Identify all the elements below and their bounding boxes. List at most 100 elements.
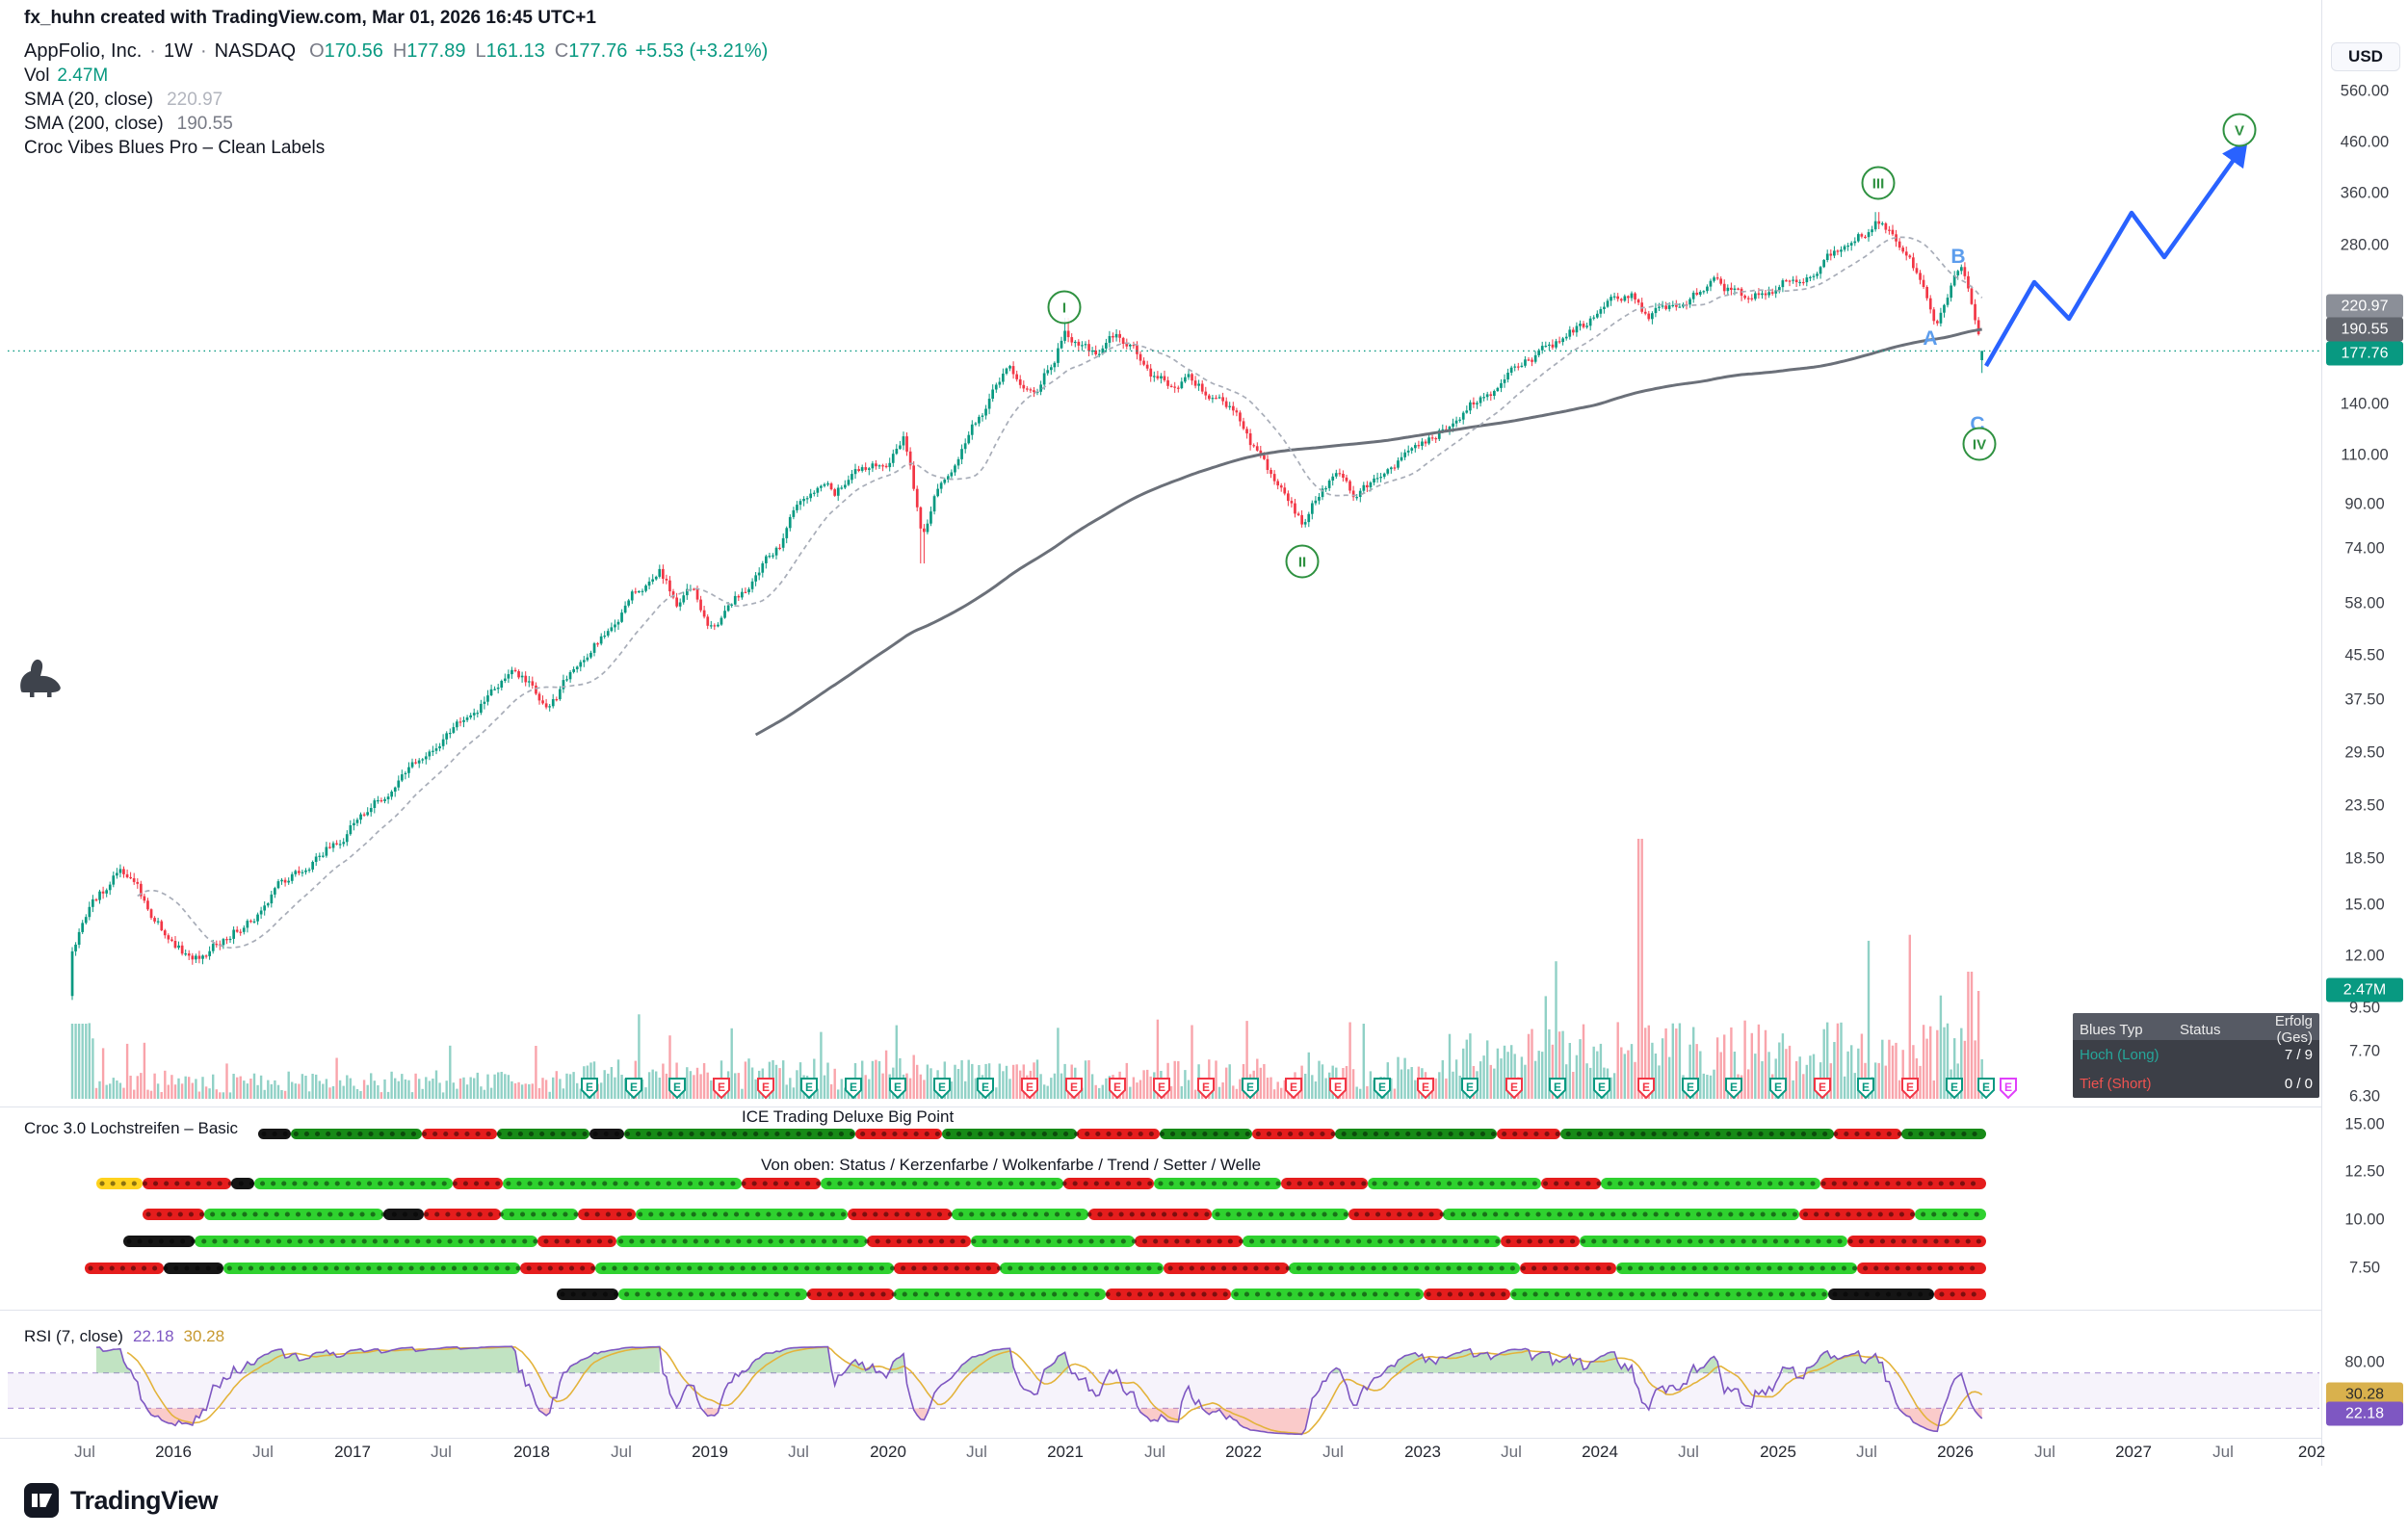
pane-separator[interactable] bbox=[0, 1106, 2321, 1107]
abc-label: A bbox=[1923, 327, 1937, 350]
wave-circle bbox=[2222, 113, 2257, 147]
price-axis-label: 29.50 bbox=[2344, 743, 2385, 762]
axis-separator bbox=[0, 1438, 2321, 1439]
time-axis-label: 2026 bbox=[1937, 1443, 1974, 1461]
volume-legend-row[interactable]: Vol 2.47M bbox=[24, 65, 108, 87]
price-axis-label: 37.50 bbox=[2344, 690, 2385, 709]
rsi-band bbox=[8, 1372, 2319, 1409]
time-axis-label: 2027 bbox=[2115, 1443, 2152, 1461]
sma20-value: 220.97 bbox=[167, 90, 223, 110]
svg-text:E: E bbox=[1598, 1080, 1606, 1094]
earnings-icon bbox=[1065, 1078, 1083, 1100]
price-axis-label: 90.00 bbox=[2344, 495, 2385, 513]
svg-text:E: E bbox=[1819, 1080, 1826, 1094]
earnings-icon bbox=[889, 1078, 906, 1100]
time-axis-label: 2024 bbox=[1582, 1443, 1618, 1461]
sma200-line[interactable] bbox=[754, 327, 1982, 737]
svg-text:E: E bbox=[1202, 1080, 1210, 1094]
svg-text:E: E bbox=[938, 1080, 946, 1094]
price-axis-label: 110.00 bbox=[2341, 446, 2389, 464]
symbol-exchange: NASDAQ bbox=[214, 40, 297, 62]
earnings-icon bbox=[1417, 1078, 1434, 1100]
price-axis-label: 12.50 bbox=[2344, 1162, 2385, 1181]
sma200-label: SMA (200, close) bbox=[24, 114, 164, 134]
svg-text:E: E bbox=[1687, 1080, 1694, 1094]
footer-brand[interactable]: TradingView bbox=[24, 1483, 219, 1518]
svg-text:E: E bbox=[1982, 1080, 1990, 1094]
time-axis-label: Jul bbox=[1322, 1443, 1344, 1461]
earnings-icon bbox=[1946, 1078, 1963, 1100]
time-axis-label: Jul bbox=[788, 1443, 809, 1461]
time-axis-label: 2019 bbox=[692, 1443, 728, 1461]
earnings-icon bbox=[581, 1078, 598, 1100]
wave-circle bbox=[1861, 166, 1896, 200]
svg-text:E: E bbox=[850, 1080, 857, 1094]
time-axis-label: Jul bbox=[2212, 1443, 2234, 1461]
earnings-icon bbox=[1285, 1078, 1302, 1100]
price-axis-label: 280.00 bbox=[2340, 236, 2390, 254]
croc-vibes-label: Croc Vibes Blues Pro – Clean Labels bbox=[24, 138, 326, 158]
croc3-pane-title: Croc 3.0 Lochstreifen – Basic bbox=[24, 1119, 239, 1137]
earnings-icon bbox=[1857, 1078, 1874, 1100]
wave-numeral: I bbox=[1062, 300, 1066, 317]
earnings-icon bbox=[1153, 1078, 1170, 1100]
earnings-icon bbox=[1329, 1078, 1347, 1100]
sma20-line[interactable] bbox=[137, 236, 1983, 950]
sma20-legend-row[interactable]: SMA (20, close) 220.97 bbox=[24, 90, 222, 111]
rsi-legend-row[interactable]: RSI (7, close) 22.18 30.28 bbox=[24, 1327, 224, 1346]
time-axis-label: 2018 bbox=[513, 1443, 550, 1461]
svg-text:E: E bbox=[1466, 1080, 1474, 1094]
earnings-icon bbox=[1593, 1078, 1610, 1100]
symbol-legend-row[interactable]: AppFolio, Inc. · 1W · NASDAQ O170.56 H17… bbox=[24, 40, 768, 63]
svg-text:E: E bbox=[718, 1080, 725, 1094]
von-oben-title: Von oben: Status / Kerzenfarbe / Wolkenf… bbox=[761, 1156, 1262, 1174]
croc-vibes-legend-row[interactable]: Croc Vibes Blues Pro – Clean Labels bbox=[24, 138, 325, 159]
time-axis-label: Jul bbox=[1144, 1443, 1165, 1461]
price-axis-separator bbox=[2321, 0, 2322, 1466]
earnings-icon bbox=[1021, 1078, 1038, 1100]
col-status: Status bbox=[2180, 1021, 2221, 1038]
price-axis[interactable]: USD 560.00 460.00 360.00 280.00 140.00 110.00… bbox=[2323, 0, 2408, 1466]
sma200-legend-row[interactable]: SMA (200, close) 190.55 bbox=[24, 114, 233, 135]
svg-text:E: E bbox=[673, 1080, 681, 1094]
price-axis-label: 12.00 bbox=[2344, 947, 2385, 965]
projection-zigzag[interactable] bbox=[1984, 140, 2248, 368]
price-axis-badge: 190.55 bbox=[2326, 317, 2403, 342]
svg-text:E: E bbox=[1950, 1080, 1958, 1094]
currency-button[interactable]: USD bbox=[2331, 42, 2400, 71]
time-axis-label: 2022 bbox=[1225, 1443, 1262, 1461]
price-axis-label: 18.50 bbox=[2344, 849, 2385, 868]
earnings-icon bbox=[1549, 1078, 1566, 1100]
svg-text:E: E bbox=[1510, 1080, 1518, 1094]
svg-text:E: E bbox=[1422, 1080, 1429, 1094]
rsi-line bbox=[95, 1345, 1983, 1436]
earnings-icon bbox=[1109, 1078, 1126, 1100]
legend-separator: · bbox=[199, 40, 207, 62]
svg-text:E: E bbox=[1334, 1080, 1342, 1094]
time-axis-label: 2017 bbox=[334, 1443, 371, 1461]
time-axis[interactable]: Jul 2016 Jul 2017 Jul 2018 Jul 2019 Jul 2020 Jul 20… bbox=[0, 1443, 2325, 1466]
svg-text:E: E bbox=[1290, 1080, 1297, 1094]
ohlc-values: O170.56 H177.89 L161.13 C177.76 bbox=[309, 40, 628, 62]
price-axis-label: 58.00 bbox=[2344, 594, 2385, 612]
brand-text: TradingView bbox=[70, 1485, 219, 1515]
svg-text:E: E bbox=[2004, 1080, 2012, 1094]
svg-text:E: E bbox=[586, 1080, 593, 1094]
symbol-name: AppFolio, Inc. bbox=[24, 40, 143, 62]
earnings-icon bbox=[933, 1078, 951, 1100]
price-axis-label: 6.30 bbox=[2348, 1087, 2381, 1106]
pane-separator[interactable] bbox=[0, 1310, 2321, 1311]
svg-text:E: E bbox=[1113, 1080, 1121, 1094]
time-axis-label: 2016 bbox=[155, 1443, 192, 1461]
svg-text:E: E bbox=[1070, 1080, 1078, 1094]
sma200-value: 190.55 bbox=[176, 114, 233, 134]
earnings-icon bbox=[1637, 1078, 1655, 1100]
earnings-icon bbox=[1197, 1078, 1215, 1100]
price-axis-label: 9.50 bbox=[2348, 999, 2381, 1017]
earnings-icon bbox=[668, 1078, 686, 1100]
ice-pane-title: ICE Trading Deluxe Big Point bbox=[742, 1107, 955, 1126]
earnings-icon bbox=[1242, 1078, 1259, 1100]
